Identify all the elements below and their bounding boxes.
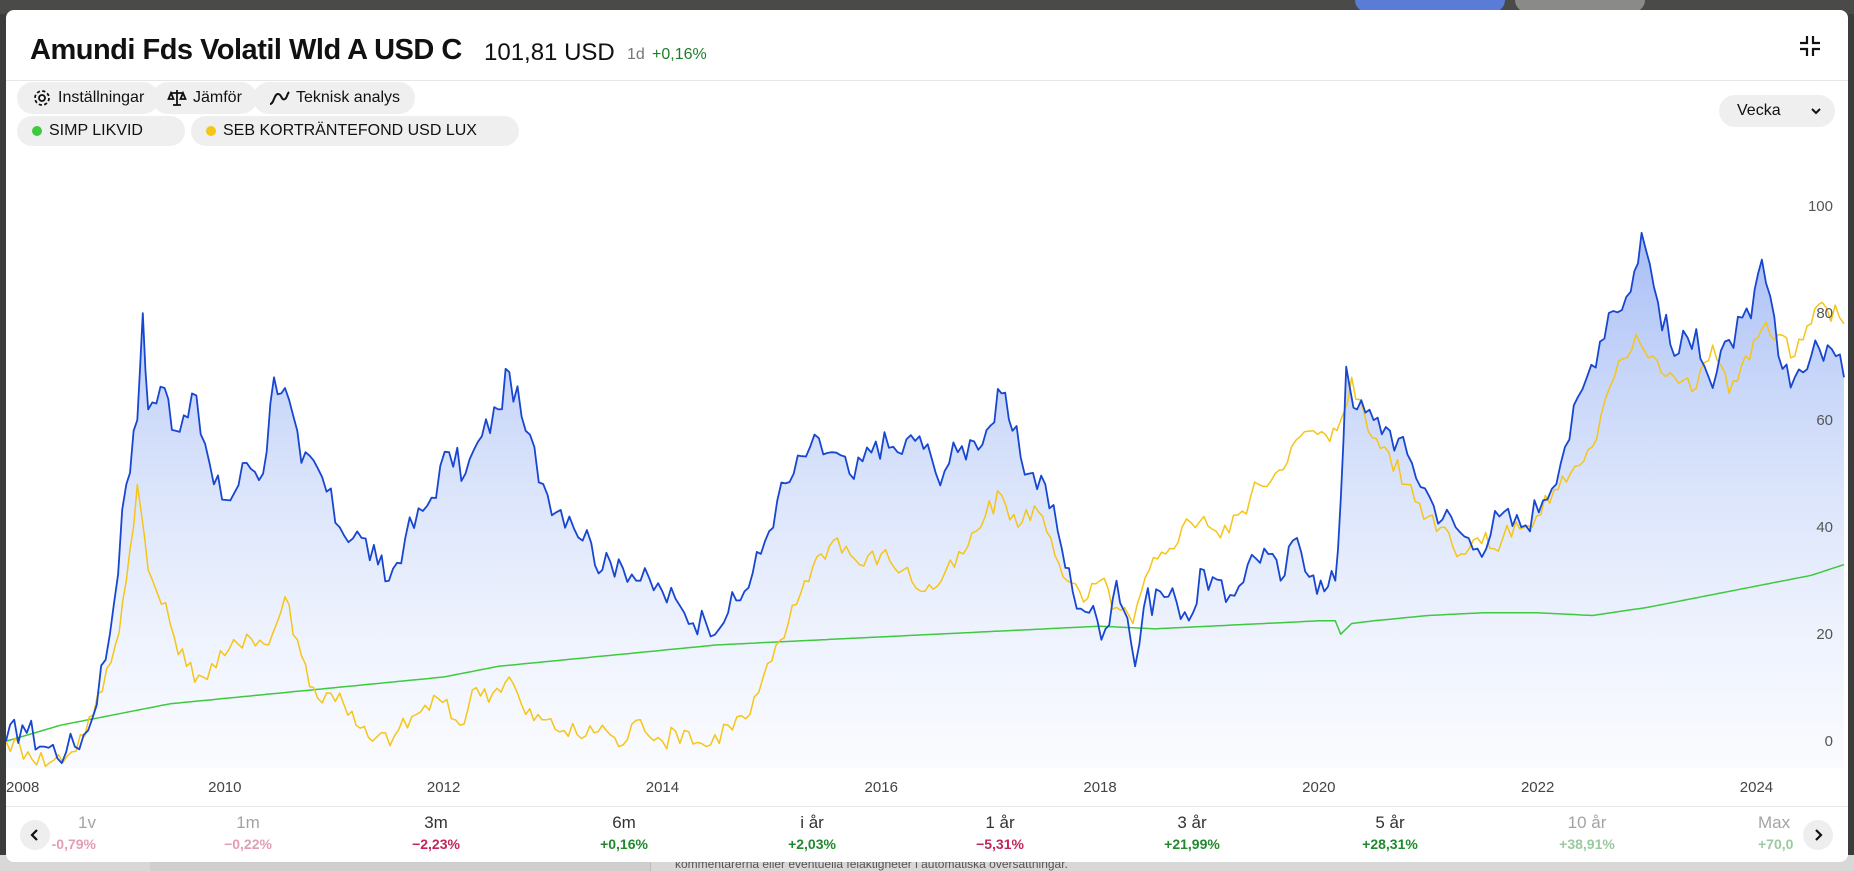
return-period-label: 6m — [612, 813, 636, 832]
y-tick-label: 40 — [1816, 519, 1833, 536]
background-button — [1515, 0, 1645, 12]
return-period-9[interactable]: Max +70,0 — [1758, 813, 1818, 852]
return-period-label: 1m — [236, 813, 260, 832]
scroll-left-button[interactable] — [20, 820, 50, 850]
x-tick-label: 2012 — [427, 779, 460, 796]
chevron-down-icon — [1811, 108, 1821, 115]
price-chart[interactable]: 0 20 40 60 80 100 2008 2010 2012 2014 2016 2018 202… — [6, 10, 1848, 806]
return-value: −5,31% — [976, 836, 1024, 852]
return-period-label: Max — [1758, 813, 1791, 832]
return-value: −0,22% — [224, 836, 272, 852]
modal-header: Amundi Fds Volatil Wld A USD C 101,81 US… — [6, 10, 1848, 81]
compare-label: Jämför — [193, 89, 242, 106]
return-period-2[interactable]: 3m −2,23% — [381, 813, 491, 852]
settings-label: Inställningar — [58, 89, 145, 106]
x-tick-label: 2020 — [1302, 779, 1335, 796]
return-period-0[interactable]: 1v -0,79% — [16, 813, 96, 852]
x-tick-label: 2018 — [1083, 779, 1116, 796]
return-period-label: 5 år — [1375, 813, 1405, 832]
y-tick-label: 100 — [1808, 198, 1833, 215]
series-line-amundi — [6, 231, 1845, 764]
gear-icon — [34, 90, 50, 106]
return-value: -0,79% — [51, 836, 96, 852]
return-value: +28,31% — [1362, 836, 1418, 852]
return-value: +21,99% — [1164, 836, 1220, 852]
collapse-button[interactable] — [1796, 32, 1824, 60]
return-period-label: 3m — [424, 813, 448, 832]
return-value: −2,23% — [412, 836, 460, 852]
return-period-5[interactable]: 1 år −5,31% — [945, 813, 1055, 852]
x-tick-label: 2010 — [208, 779, 241, 796]
x-tick-label: 2014 — [646, 779, 679, 796]
change-period: 1d — [627, 46, 645, 63]
background-button — [1355, 0, 1505, 12]
return-value: +70,0 — [1758, 836, 1794, 852]
returns-bar: 1v -0,79% 1m −0,22% 3m −2,23% 6m +0,16% i år +2,0… — [6, 806, 1848, 862]
comparison-chip-simp[interactable]: SIMP LIKVID — [17, 116, 185, 146]
series-line-seb — [6, 301, 1845, 768]
trend-line-icon — [269, 91, 290, 105]
return-value: +38,91% — [1559, 836, 1615, 852]
collapse-icon — [1800, 36, 1820, 56]
series-line-simp — [6, 563, 1845, 742]
comparison-label: SIMP LIKVID — [49, 122, 143, 139]
return-period-3[interactable]: 6m +0,16% — [569, 813, 679, 852]
x-tick-label: 2022 — [1521, 779, 1554, 796]
series-area-fill — [6, 232, 1844, 769]
chevron-right-icon — [1815, 829, 1823, 841]
y-tick-label: 20 — [1816, 626, 1833, 643]
scroll-right-button[interactable] — [1803, 820, 1833, 850]
interval-select[interactable]: Vecka — [1719, 95, 1835, 127]
scale-icon — [167, 90, 187, 106]
chevron-left-icon — [30, 829, 38, 841]
return-period-1[interactable]: 1m −0,22% — [193, 813, 303, 852]
fund-price: 101,81 USD — [484, 39, 615, 66]
return-period-label: 1 år — [985, 813, 1015, 832]
return-period-8[interactable]: 10 år +38,91% — [1532, 813, 1642, 852]
return-value: +2,03% — [788, 836, 836, 852]
return-period-label: i år — [800, 813, 824, 832]
interval-value: Vecka — [1737, 102, 1781, 119]
settings-button[interactable]: Inställningar — [17, 82, 160, 114]
return-period-label: 3 år — [1177, 813, 1207, 832]
comparison-chip-seb[interactable]: SEB KORTRÄNTEFOND USD LUX — [191, 116, 519, 146]
return-period-7[interactable]: 5 år +28,31% — [1335, 813, 1445, 852]
technical-analysis-label: Teknisk analys — [296, 89, 401, 106]
return-value: +0,16% — [600, 836, 648, 852]
series-color-dot — [32, 126, 42, 136]
y-tick-label: 60 — [1816, 412, 1833, 429]
series-color-dot — [206, 126, 216, 136]
return-period-label: 1v — [78, 813, 96, 832]
return-period-label: 10 år — [1567, 813, 1607, 832]
technical-analysis-button[interactable]: Teknisk analys — [253, 82, 416, 114]
y-tick-label: 80 — [1816, 305, 1833, 322]
compare-button[interactable]: Jämför — [152, 82, 257, 114]
return-period-4[interactable]: i år +2,03% — [757, 813, 867, 852]
change-value: +0,16% — [652, 46, 707, 63]
comparison-label: SEB KORTRÄNTEFOND USD LUX — [223, 122, 477, 139]
y-tick-label: 0 — [1825, 733, 1833, 750]
x-tick-label: 2016 — [865, 779, 898, 796]
x-tick-label: 2024 — [1740, 779, 1773, 796]
chart-modal: Amundi Fds Volatil Wld A USD C 101,81 US… — [6, 10, 1848, 862]
fund-title: Amundi Fds Volatil Wld A USD C — [30, 34, 462, 66]
x-tick-label: 2008 — [6, 779, 39, 796]
return-period-6[interactable]: 3 år +21,99% — [1137, 813, 1247, 852]
